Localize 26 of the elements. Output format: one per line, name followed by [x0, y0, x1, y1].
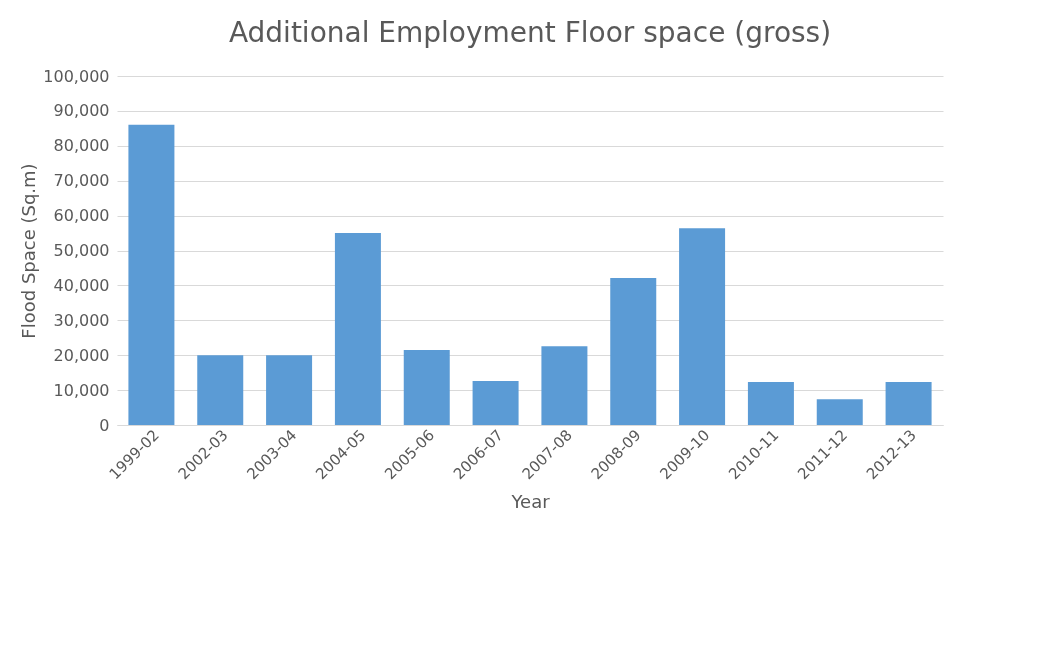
y-tick-label: 50,000: [53, 241, 110, 260]
y-tick-label: 40,000: [53, 275, 110, 295]
y-tick-label: 20,000: [53, 345, 110, 365]
y-tick-label: 0: [99, 415, 110, 435]
y-tick-label: 60,000: [53, 206, 110, 226]
y-axis-title: Flood Space (Sq.m): [18, 163, 40, 339]
y-tick-label: 10,000: [53, 380, 110, 400]
bar: [747, 382, 794, 425]
bar: [334, 233, 381, 425]
y-tick-label: 90,000: [53, 101, 110, 121]
y-tick-label: 80,000: [53, 136, 110, 156]
bar: [610, 278, 657, 425]
bar: [197, 355, 244, 425]
x-axis-title: Year: [510, 491, 551, 513]
bar: [128, 124, 175, 425]
y-tick-label: 30,000: [53, 310, 110, 330]
y-tick-label: 70,000: [53, 171, 110, 191]
bar: [885, 382, 932, 425]
y-tick-label: 100,000: [43, 66, 110, 86]
bar: [266, 355, 313, 425]
bar: [403, 349, 450, 425]
chart-title: Additional Employment Floor space (gross): [228, 16, 832, 49]
bar: [679, 228, 726, 425]
bar: [472, 381, 519, 425]
bar: [541, 346, 588, 425]
bar: [816, 399, 863, 425]
